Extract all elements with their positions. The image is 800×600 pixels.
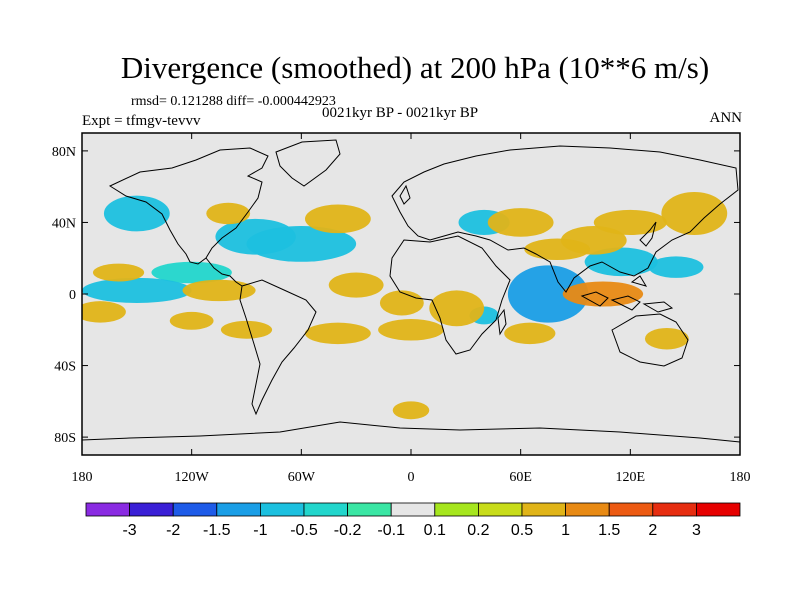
lon-tick-label: 180 — [730, 470, 751, 485]
experiment-label: Expt = tfmgv-tevvv — [82, 113, 201, 129]
colorbar-label: 2 — [648, 522, 657, 539]
colorbar-label: 1 — [561, 522, 570, 539]
colorbar-swatch — [434, 502, 479, 517]
anomaly-region — [429, 290, 485, 327]
anomaly-region — [169, 311, 214, 330]
lat-tick-label: 40N — [52, 216, 76, 231]
anomaly-region — [507, 265, 589, 323]
anomaly-region — [151, 261, 232, 284]
coast-britain — [399, 184, 411, 205]
lat-tick-label: 80N — [52, 145, 76, 160]
plot-title: Divergence (smoothed) at 200 hPa (10**6 … — [120, 50, 710, 85]
lon-tick-label: 120W — [175, 470, 210, 485]
colorbar-label: 1.5 — [598, 522, 620, 539]
colorbar-label: -2 — [166, 522, 180, 539]
colorbar-label: -0.1 — [377, 522, 405, 539]
colorbar-label: 0.5 — [511, 522, 533, 539]
anomaly-region — [392, 401, 430, 420]
anomaly-region — [504, 322, 556, 345]
coast-japan — [639, 221, 657, 247]
coast-australia — [611, 313, 689, 367]
coast-africa — [389, 235, 511, 355]
colorbar-label: -3 — [122, 522, 136, 539]
anomaly-layer — [82, 192, 728, 420]
anomaly-region — [304, 204, 371, 234]
colorbar-label: 3 — [692, 522, 701, 539]
lon-tick-label: 120E — [616, 470, 646, 485]
colorbar-swatch — [696, 502, 741, 517]
anomaly-region — [378, 319, 444, 341]
lat-tick-label: 40S — [54, 360, 76, 375]
lon-tick-label: 60W — [288, 470, 316, 485]
anomaly-region — [379, 290, 424, 316]
colorbar-swatch — [172, 502, 218, 517]
lat-tick-label: 80S — [54, 431, 76, 446]
anomaly-region — [103, 195, 170, 232]
colorbar-swatch — [565, 502, 610, 517]
anomaly-region — [206, 202, 251, 225]
anomaly-region — [182, 279, 256, 302]
colorbar-label: -0.2 — [334, 522, 362, 539]
lon-tick-label: 0 — [408, 470, 415, 485]
colorbar-swatch — [129, 502, 174, 517]
anomaly-region — [487, 208, 554, 237]
anomaly-region — [304, 322, 371, 345]
anomaly-region — [92, 263, 145, 282]
colorbar: -3 -2 -1.5 -1 -0.5 -0.2 -0.1 0.1 0.2 0.5 1 1.5 2 3 — [85, 502, 741, 539]
anomaly-region — [82, 277, 192, 303]
anomaly-region — [644, 327, 689, 350]
comparison-label: 0021kyr BP - 0021kyr BP — [322, 105, 479, 121]
colorbar-swatch — [477, 502, 523, 517]
anomaly-region — [246, 226, 357, 262]
anomaly-region — [648, 256, 704, 278]
axis-ticks: 180 120W 60W 0 60E 120E 180 80N 40N 0 40S 80S — [52, 133, 751, 485]
colorbar-swatch — [85, 502, 130, 517]
coast-eurasia — [391, 145, 739, 293]
anomaly-region — [661, 192, 728, 235]
coast-antarctica — [82, 421, 740, 443]
colorbar-label: -1.5 — [203, 522, 231, 539]
coast-north-america — [108, 147, 269, 265]
coastlines — [82, 139, 740, 443]
coast-greenland — [275, 139, 341, 187]
coast-madagascar — [497, 308, 507, 336]
colorbar-swatch — [216, 502, 261, 517]
anomaly-region — [220, 320, 273, 339]
coast-south-america — [239, 279, 317, 416]
anomaly-region — [328, 272, 384, 298]
stats-label: rmsd= 0.121288 diff= -0.000442923 — [131, 94, 336, 109]
lon-tick-label: 180 — [72, 470, 93, 485]
colorbar-swatch — [521, 502, 566, 517]
anomaly-region — [593, 209, 667, 235]
colorbar-swatch — [259, 502, 305, 517]
lat-tick-label: 0 — [69, 288, 76, 303]
anomaly-region — [584, 247, 658, 277]
colorbar-label: -1 — [253, 522, 267, 539]
coast-maritime-asia — [580, 275, 674, 313]
anomaly-region — [524, 238, 591, 261]
colorbar-swatch — [303, 502, 348, 517]
colorbar-swatch — [652, 502, 697, 517]
colorbar-label: 0.1 — [424, 522, 446, 539]
anomaly-region — [82, 301, 126, 323]
colorbar-swatch — [608, 502, 654, 517]
colorbar-swatch — [390, 502, 436, 517]
lon-tick-label: 60E — [509, 470, 532, 485]
season-label: ANN — [709, 110, 743, 126]
colorbar-label: 0.2 — [467, 522, 489, 539]
colorbar-swatch — [347, 502, 392, 517]
colorbar-label: -0.5 — [290, 522, 318, 539]
coast-central-america — [205, 257, 243, 287]
anomaly-region — [562, 281, 644, 307]
